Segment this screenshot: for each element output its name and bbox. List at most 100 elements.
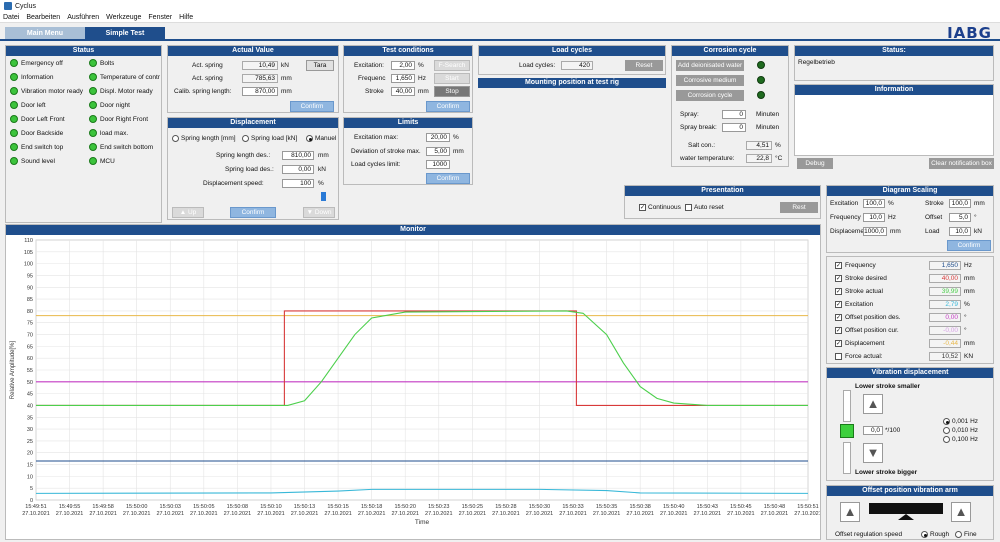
rest-button[interactable]: Rest <box>780 202 818 213</box>
signal-value: 40,00 <box>929 274 961 283</box>
x-tick-label: 15:50:35 <box>596 504 617 510</box>
title-bar: Cyclus <box>0 0 1000 12</box>
status-led-label: Door left <box>21 102 46 109</box>
corrosion-cycle-button[interactable]: Corrosion cycle <box>676 90 744 101</box>
signal-checkbox[interactable]: ✓ <box>835 301 842 308</box>
menu-ausfuehren[interactable]: Ausführen <box>67 13 100 21</box>
scale-excitation-label: Excitation <box>830 200 859 207</box>
status-led <box>89 115 97 123</box>
load-cycles-reset-button[interactable]: Reset <box>625 60 663 71</box>
signal-checkbox[interactable]: ✓ <box>835 275 842 282</box>
actual-value-confirm-button[interactable]: Confirm <box>290 101 334 112</box>
signal-checkbox[interactable] <box>835 353 842 360</box>
radio-0010hz[interactable] <box>943 427 950 434</box>
f-search-button[interactable]: F-Search <box>434 60 470 71</box>
excitation-input[interactable]: 2,00 <box>391 61 415 70</box>
radio-fine[interactable] <box>955 531 962 538</box>
vibration-value-input[interactable]: 0,0 <box>863 426 883 435</box>
deviation-input[interactable]: 5,00 <box>426 147 450 156</box>
displacement-confirm-button[interactable]: Confirm <box>230 207 276 218</box>
continuous-checkbox[interactable]: ✓ <box>639 204 646 211</box>
radio-0100hz-label: 0,100 Hz <box>952 436 979 443</box>
signal-checkbox[interactable]: ✓ <box>835 327 842 334</box>
tab-main-menu[interactable]: Main Menu <box>5 27 85 39</box>
status-led <box>89 143 97 151</box>
scale-excitation-input[interactable]: 100,0 <box>863 199 885 208</box>
x-tick-label: 15:50:45 <box>730 504 751 510</box>
speed-slider[interactable] <box>321 192 326 201</box>
frequency-input[interactable]: 1,650 <box>391 74 415 83</box>
load-cycles-limit-input[interactable]: 1000 <box>426 160 450 169</box>
menu-datei[interactable]: Datei <box>3 13 20 21</box>
signal-checkbox[interactable]: ✓ <box>835 340 842 347</box>
spray-break-label: Spray break: <box>680 124 717 131</box>
salt-con-value: 4,51 <box>746 141 772 150</box>
spray-break-input[interactable]: 0 <box>722 123 746 132</box>
x-tick-label: 15:50:28 <box>495 504 516 510</box>
stroke-smaller-up-button[interactable]: ▲ <box>863 394 883 414</box>
up-button[interactable]: ▲ Up <box>172 207 204 218</box>
mounting-position-header: Mounting position at test rig <box>478 78 666 88</box>
offset-left-button[interactable]: ▲ <box>840 502 860 522</box>
calib-label: Calib. spring length: <box>174 88 232 95</box>
menu-werkzeuge[interactable]: Werkzeuge <box>106 13 142 21</box>
down-button[interactable]: ▼ Down <box>303 207 335 218</box>
status-led <box>89 129 97 137</box>
y-axis-label: Relative Amplitude[%] <box>10 340 16 399</box>
tab-simple-test[interactable]: Simple Test <box>85 27 165 39</box>
radio-manuel[interactable] <box>306 135 313 142</box>
calib-spring-length-input[interactable]: 870,00 <box>242 87 278 96</box>
offset-right-button[interactable]: ▲ <box>951 502 971 522</box>
displacement-panel: Displacement Spring length [mm] Spring l… <box>167 117 339 220</box>
x-tick-date: 27.10.2021 <box>694 511 722 517</box>
stroke-bigger-down-button[interactable]: ▼ <box>863 443 883 463</box>
spring-load-des-input[interactable]: 0,00 <box>282 165 314 174</box>
scale-excitation-unit: % <box>888 200 894 207</box>
tara-button[interactable]: Tara <box>306 60 334 71</box>
diagram-scaling-confirm-button[interactable]: Confirm <box>947 240 991 251</box>
add-deionisated-water-button[interactable]: Add deionisated water <box>676 60 744 71</box>
radio-rough[interactable] <box>921 531 928 538</box>
x-tick-date: 27.10.2021 <box>660 511 688 517</box>
status-panel: Status Emergency off Information Vibration… <box>5 45 162 223</box>
menu-fenster[interactable]: Fenster <box>148 13 173 21</box>
clear-notification-button[interactable]: Clear notification box <box>929 158 994 169</box>
menu-bearbeiten[interactable]: Bearbeiten <box>26 13 61 21</box>
stop-button[interactable]: Stop <box>434 86 470 97</box>
menu-hilfe[interactable]: Hilfe <box>179 13 194 21</box>
x-tick-date: 27.10.2021 <box>257 511 285 517</box>
x-tick-date: 27.10.2021 <box>593 511 621 517</box>
stroke-input[interactable]: 40,00 <box>391 87 415 96</box>
signal-unit: mm <box>964 340 975 347</box>
scale-offset-input[interactable]: 5,0 <box>949 213 971 222</box>
scale-displacement-label: Displaceme <box>830 228 864 235</box>
corrosion-panel: Corrosion cycle Add deionisated water Co… <box>671 45 789 167</box>
limits-confirm-button[interactable]: Confirm <box>426 173 470 184</box>
auto-reset-checkbox[interactable] <box>685 204 692 211</box>
y-tick-label: 100 <box>24 262 33 268</box>
radio-spring-load[interactable] <box>242 135 249 142</box>
signal-value: 0,00 <box>929 313 961 322</box>
radio-0001hz[interactable] <box>943 418 950 425</box>
start-button[interactable]: Start <box>434 73 470 84</box>
scale-frequency-input[interactable]: 10,0 <box>863 213 885 222</box>
scale-displacement-input[interactable]: 1000,0 <box>863 227 887 236</box>
scale-load-input[interactable]: 10,0 <box>949 227 971 236</box>
test-conditions-confirm-button[interactable]: Confirm <box>426 101 470 112</box>
signal-checkbox[interactable]: ✓ <box>835 314 842 321</box>
y-tick-label: 30 <box>27 427 33 433</box>
x-tick-label: 15:50:00 <box>126 504 147 510</box>
excitation-max-input[interactable]: 20,00 <box>426 133 450 142</box>
radio-0100hz[interactable] <box>943 436 950 443</box>
scale-stroke-input[interactable]: 100,0 <box>949 199 971 208</box>
deionisated-water-led <box>757 61 765 69</box>
debug-button[interactable]: Debug <box>797 158 833 169</box>
x-tick-date: 27.10.2021 <box>358 511 386 517</box>
signal-checkbox[interactable]: ✓ <box>835 288 842 295</box>
radio-spring-length[interactable] <box>172 135 179 142</box>
signal-checkbox[interactable]: ✓ <box>835 262 842 269</box>
corrosive-medium-button[interactable]: Corrosive medium <box>676 75 744 86</box>
spring-length-des-input[interactable]: 810,00 <box>282 151 314 160</box>
displacement-speed-input[interactable]: 100 <box>282 179 314 188</box>
spray-input[interactable]: 0 <box>722 110 746 119</box>
